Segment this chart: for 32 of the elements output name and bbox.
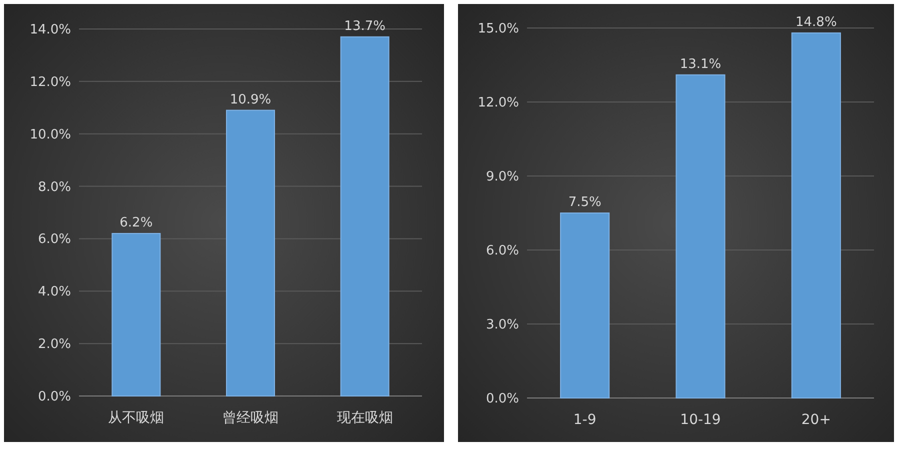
x-tick-label: 20+ xyxy=(801,412,831,428)
bar xyxy=(791,32,841,398)
x-tick-label: 10-19 xyxy=(680,412,721,428)
y-tick-label: 3.0% xyxy=(486,318,519,332)
y-tick-label: 0.0% xyxy=(486,392,519,406)
y-tick-label: 2.0% xyxy=(38,337,71,352)
y-tick-label: 14.0% xyxy=(30,22,71,38)
y-tick-label: 10.0% xyxy=(30,127,71,142)
data-label: 7.5% xyxy=(568,195,602,210)
bar xyxy=(340,36,390,396)
bar xyxy=(226,110,276,396)
y-tick-label: 6.0% xyxy=(486,244,519,258)
y-tick-label: 15.0% xyxy=(478,22,519,36)
y-tick-label: 9.0% xyxy=(486,170,519,184)
data-label: 14.8% xyxy=(796,14,837,30)
x-tick-label: 从不吸烟 xyxy=(108,410,164,426)
y-tick-label: 4.0% xyxy=(38,284,71,300)
data-label: 13.7% xyxy=(344,18,386,34)
bar xyxy=(112,232,161,396)
x-tick-label: 1-9 xyxy=(573,412,596,428)
data-label: 13.1% xyxy=(680,56,722,72)
bar xyxy=(676,74,726,398)
y-tick-label: 12.0% xyxy=(30,74,71,90)
y-tick-label: 12.0% xyxy=(478,96,519,110)
y-tick-label: 0.0% xyxy=(38,390,71,404)
y-tick-label: 6.0% xyxy=(38,232,71,248)
x-tick-label: 曾经吸烟 xyxy=(222,410,278,426)
data-label: 6.2% xyxy=(120,215,153,230)
y-tick-label: 8.0% xyxy=(38,180,71,195)
bar xyxy=(560,212,610,398)
data-label: 10.9% xyxy=(230,92,272,108)
x-tick-label: 现在吸烟 xyxy=(336,410,393,426)
